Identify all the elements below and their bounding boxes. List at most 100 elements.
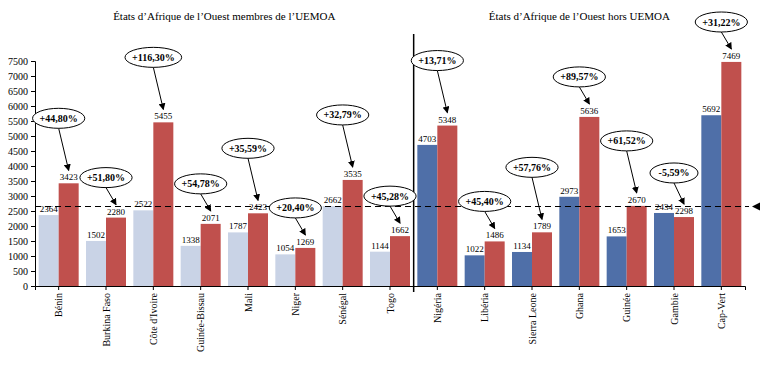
x-tick: Togo [385,286,396,313]
y-tick: 3000 [8,191,35,202]
y-axis-line [31,62,36,287]
x-tick: Sierra Leone [527,286,538,344]
annotation: +44,80% [33,108,85,170]
bar [437,126,457,286]
x-tick-label: Nigéria [432,292,443,323]
bar [465,255,485,286]
x-tick-mark [248,286,249,290]
plot-area [35,62,745,286]
annotation-arrow [390,206,400,223]
x-tick-label: Bénin [53,293,64,317]
x-tick-label: Sierra Leone [527,292,538,344]
data-label: 2662 [324,195,342,205]
y-tick-label: 7000 [8,71,28,82]
annotation-text: +89,57% [560,71,598,82]
bar [390,236,410,286]
x-tick-label: Gambie [669,292,680,324]
x-tick-label: Cap-Vert [716,293,727,329]
bar [512,252,532,286]
y-axis: 0500100015002000250030003500400045005000… [8,56,36,292]
annotation-arrow [674,183,684,204]
data-label: 3423 [60,172,79,182]
annotation-arrow [59,128,69,170]
reference-arrowhead [752,203,760,211]
y-tick: 4000 [8,161,35,172]
annotation-ellipse [175,174,227,194]
annotation: +35,59% [222,138,274,200]
x-tick-mark [484,286,485,290]
annotation-ellipse [80,168,132,188]
bar-series [59,62,742,286]
annotation-ellipse [364,186,416,206]
bar [674,217,694,286]
y-tick-mark [31,211,35,212]
bar [295,248,315,286]
data-label: 2434 [655,202,674,212]
bar [627,206,647,286]
annotation: +13,71% [411,51,463,113]
bar [579,117,599,286]
y-tick: 500 [13,266,35,277]
y-tick-mark [31,136,35,137]
bar [701,115,721,286]
annotation-arrow [437,71,447,113]
bar [343,180,363,286]
y-tick-label: 4500 [8,146,28,157]
y-tick-mark [31,286,35,287]
data-label: 1486 [486,230,505,240]
y-tick: 3500 [8,176,35,187]
annotation-ellipse [459,191,511,211]
data-label: 2973 [560,186,579,196]
group-title: États d’Afrique de l’Ouest membres de l’… [113,10,335,22]
annotation: +89,57% [553,67,605,104]
x-tick-label: Guinée [621,292,632,321]
data-label: 2423 [249,202,268,212]
data-label: 1054 [276,243,295,253]
x-axis: BéninBurkina FasoCôte d'IvoireGuinée-Bis… [36,286,746,352]
bar-series [39,115,722,286]
annotation-arrow [579,87,589,104]
data-label: 2071 [202,213,220,223]
annotation-ellipse [506,157,558,177]
y-tick-label: 6500 [8,86,28,97]
y-tick: 7500 [8,56,35,67]
data-label: 1502 [87,230,105,240]
x-tick-label: Libéria [479,292,490,321]
bar [39,215,59,286]
y-tick-mark [31,226,35,227]
data-label: 2670 [628,195,647,205]
annotation-ellipse [222,138,274,158]
x-tick-label: Mali [243,293,254,312]
y-tick-mark [31,166,35,167]
x-tick-mark [390,286,391,290]
x-tick-mark [58,286,59,290]
annotation-arrow [627,151,637,193]
annotation: +45,28% [364,186,416,223]
annotation-ellipse [411,51,463,71]
bar [153,122,173,286]
bar [133,210,153,286]
x-tick-label: Togo [385,293,396,313]
annotation: +54,78% [175,174,227,211]
annotation-text: +57,76% [513,162,551,173]
bar [275,254,295,286]
data-label: 2364 [40,204,59,214]
bar [607,236,627,286]
x-tick-mark [200,286,201,290]
annotation-ellipse [695,12,747,32]
x-tick-mark [721,286,722,290]
annotation-text: +45,28% [371,191,409,202]
y-tick-mark [31,181,35,182]
x-tick-mark [579,286,580,290]
annotation: +45,40% [459,191,511,228]
annotation-text: +13,71% [418,55,456,66]
x-tick-mark [532,286,533,290]
annotation-ellipse [33,108,85,128]
y-tick-mark [31,196,35,197]
annotation-text: +61,52% [608,135,646,146]
x-tick-label: Burkina Faso [101,293,112,347]
annotation-arrow [201,194,211,211]
bar [323,206,343,286]
data-label: 1653 [608,225,627,235]
bar [228,232,248,286]
